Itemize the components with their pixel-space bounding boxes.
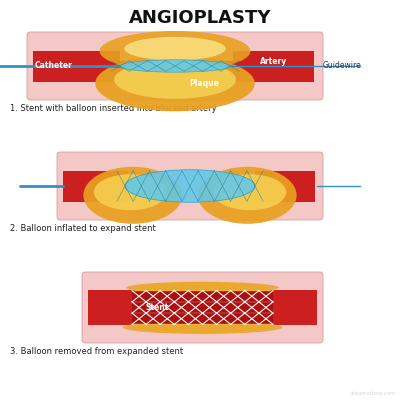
FancyBboxPatch shape [57,152,323,220]
Ellipse shape [94,174,167,210]
Ellipse shape [114,60,236,99]
Ellipse shape [134,282,271,300]
Text: 3. Balloon removed from expanded stent: 3. Balloon removed from expanded stent [10,347,183,356]
Text: Catheter: Catheter [35,60,73,70]
Ellipse shape [125,170,255,202]
FancyBboxPatch shape [82,272,323,343]
Bar [117,61,233,71]
Ellipse shape [120,60,230,72]
Bar [132,291,273,324]
Ellipse shape [214,174,286,210]
Ellipse shape [100,31,250,71]
Text: Artery: Artery [260,56,287,66]
Bar [233,50,314,82]
Text: Guidewire: Guidewire [323,60,362,70]
Ellipse shape [95,56,255,111]
Text: 1. Stent with balloon inserted into blocked artery: 1. Stent with balloon inserted into bloc… [10,104,217,113]
Bar [63,170,128,202]
Text: ANGIOPLASTY: ANGIOPLASTY [129,9,271,27]
Ellipse shape [84,167,182,224]
Ellipse shape [124,37,226,60]
Bar [255,170,315,202]
Text: dreamstime.com: dreamstime.com [349,391,396,396]
Text: Stent: Stent [146,303,169,312]
Text: Plaque: Plaque [189,79,219,88]
Ellipse shape [198,167,296,224]
Ellipse shape [132,315,273,334]
FancyBboxPatch shape [27,32,323,100]
Ellipse shape [122,321,282,334]
Bar [33,50,120,82]
Bar [88,290,317,325]
Text: 2. Balloon inflated to expand stent: 2. Balloon inflated to expand stent [10,224,156,233]
Ellipse shape [126,282,279,294]
